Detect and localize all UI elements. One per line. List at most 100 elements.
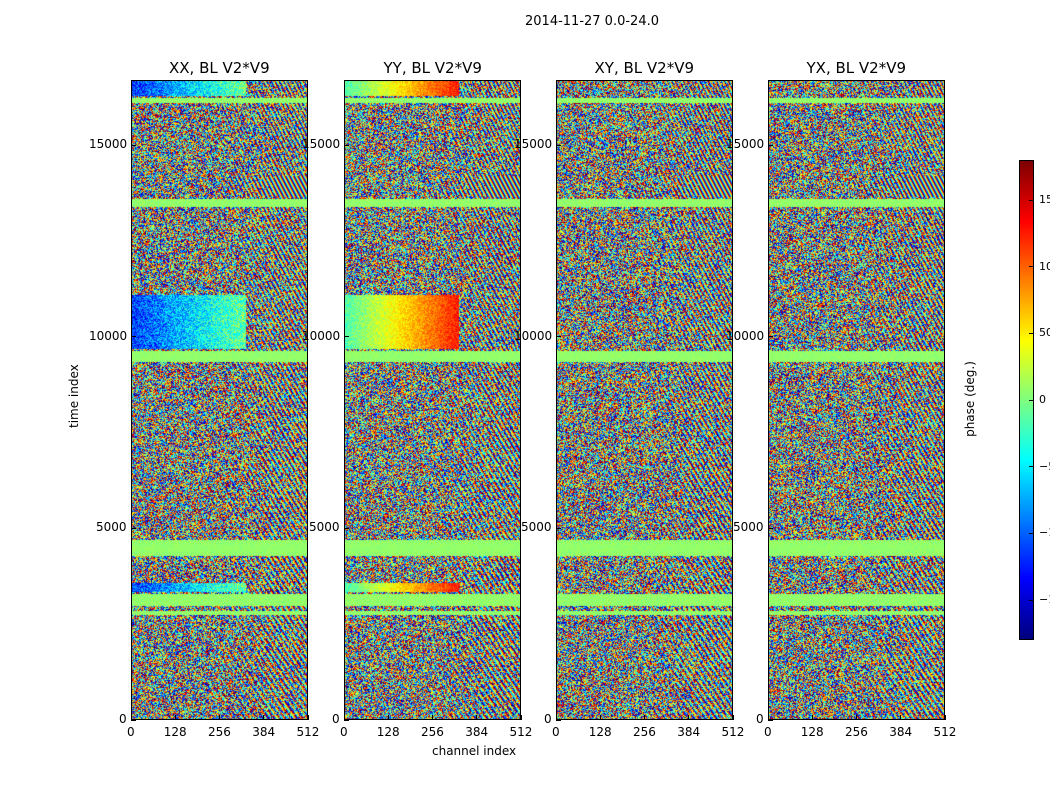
x-tick-label: 128 bbox=[163, 725, 187, 739]
heatmap-xx bbox=[131, 80, 308, 720]
x-tick-mark bbox=[219, 715, 220, 720]
x-tick-label: 128 bbox=[588, 725, 612, 739]
colorbar-tick-mark bbox=[1029, 599, 1034, 601]
y-tick-mark bbox=[556, 336, 561, 338]
colorbar-tick-mark bbox=[1029, 332, 1034, 334]
x-tick-label: 512 bbox=[296, 725, 320, 739]
y-tick-mark bbox=[556, 527, 561, 529]
y-tick-label: 10000 bbox=[514, 328, 553, 343]
y-tick-label: 15000 bbox=[89, 137, 128, 152]
y-tick-mark bbox=[768, 336, 773, 338]
x-tick-mark bbox=[688, 715, 690, 720]
y-tick-mark bbox=[131, 719, 136, 721]
x-tick-mark bbox=[130, 715, 132, 720]
colorbar-tick-mark bbox=[1029, 399, 1034, 401]
panel-frame-xx bbox=[131, 80, 308, 720]
x-tick-mark bbox=[644, 715, 645, 720]
x-tick-mark bbox=[856, 715, 857, 720]
y-tick-label: 5000 bbox=[733, 520, 764, 535]
colorbar-tick-mark bbox=[1029, 466, 1034, 468]
y-tick-label: 10000 bbox=[726, 328, 765, 343]
colorbar-tick-label: 50 bbox=[1039, 326, 1050, 340]
y-tick-mark bbox=[768, 144, 773, 146]
x-tick-label: 384 bbox=[252, 725, 276, 739]
y-tick-label: 10000 bbox=[302, 328, 341, 343]
x-tick-mark bbox=[520, 715, 522, 720]
heatmap-xy bbox=[556, 80, 733, 720]
heatmap-yy bbox=[344, 80, 521, 720]
y-tick-label: 0 bbox=[119, 712, 127, 726]
colorbar-tick-mark bbox=[1029, 199, 1034, 201]
x-tick-label: 0 bbox=[552, 725, 560, 739]
y-tick-label: 15000 bbox=[514, 137, 553, 152]
x-tick-mark bbox=[387, 715, 389, 720]
x-tick-mark bbox=[555, 715, 557, 720]
y-tick-label: 15000 bbox=[726, 137, 765, 152]
x-tick-label: 512 bbox=[721, 725, 745, 739]
panel-title-xy: XY, BL V2*V9 bbox=[594, 59, 695, 77]
y-tick-mark bbox=[131, 336, 136, 338]
x-tick-mark bbox=[263, 715, 265, 720]
x-tick-label: 384 bbox=[677, 725, 701, 739]
y-tick-mark bbox=[556, 144, 561, 146]
colorbar-tick-mark bbox=[1029, 266, 1034, 268]
y-axis-label: time index bbox=[67, 364, 81, 428]
x-tick-label: 0 bbox=[764, 725, 772, 739]
y-tick-mark bbox=[768, 719, 773, 721]
x-tick-label: 0 bbox=[127, 725, 135, 739]
x-tick-label: 256 bbox=[421, 725, 444, 739]
y-tick-label: 5000 bbox=[309, 520, 340, 535]
x-tick-label: 128 bbox=[376, 725, 400, 739]
x-axis-label: channel index bbox=[432, 744, 517, 758]
colorbar-tick-label: −150 bbox=[1039, 593, 1050, 606]
x-tick-mark bbox=[343, 715, 345, 720]
y-tick-mark bbox=[344, 719, 349, 721]
y-tick-mark bbox=[344, 527, 349, 529]
x-tick-mark bbox=[811, 715, 813, 720]
x-tick-mark bbox=[174, 715, 176, 720]
x-tick-mark bbox=[432, 715, 433, 720]
panel-frame-xy bbox=[556, 80, 733, 720]
x-tick-mark bbox=[476, 715, 478, 720]
x-tick-label: 384 bbox=[465, 725, 489, 739]
y-tick-mark bbox=[344, 336, 349, 338]
x-tick-mark bbox=[599, 715, 601, 720]
y-tick-mark bbox=[344, 144, 349, 146]
x-tick-mark bbox=[944, 715, 946, 720]
heatmap-yx bbox=[768, 80, 945, 720]
y-tick-label: 0 bbox=[544, 712, 552, 726]
x-tick-label: 256 bbox=[633, 725, 656, 739]
x-tick-mark bbox=[767, 715, 769, 720]
panel-title-yy: YY, BL V2*V9 bbox=[383, 59, 482, 77]
colorbar-tick-label: 100 bbox=[1039, 259, 1050, 273]
y-tick-label: 0 bbox=[332, 712, 340, 726]
panel-frame-yx bbox=[768, 80, 945, 720]
y-tick-mark bbox=[556, 719, 561, 721]
y-tick-label: 10000 bbox=[89, 328, 128, 343]
y-tick-mark bbox=[131, 144, 136, 146]
x-tick-label: 256 bbox=[208, 725, 231, 739]
x-tick-label: 128 bbox=[800, 725, 824, 739]
colorbar-tick-label: 150 bbox=[1039, 193, 1050, 206]
y-tick-mark bbox=[768, 527, 773, 529]
x-tick-label: 256 bbox=[845, 725, 868, 739]
colorbar-tick-label: −50 bbox=[1039, 459, 1050, 473]
panel-title-xx: XX, BL V2*V9 bbox=[169, 59, 270, 77]
figure-title: 2014-11-27 0.0-24.0 bbox=[525, 14, 659, 29]
x-tick-label: 512 bbox=[509, 725, 533, 739]
panel-title-yx: YX, BL V2*V9 bbox=[806, 59, 907, 77]
y-tick-mark bbox=[131, 527, 136, 529]
x-tick-mark bbox=[732, 715, 734, 720]
colorbar-tick-mark bbox=[1029, 532, 1034, 534]
y-tick-label: 0 bbox=[756, 712, 764, 726]
x-tick-label: 0 bbox=[340, 725, 348, 739]
colorbar-label: phase (deg.) bbox=[963, 361, 977, 437]
y-tick-label: 5000 bbox=[521, 520, 552, 535]
colorbar-tick-label: −100 bbox=[1039, 526, 1050, 540]
x-tick-label: 512 bbox=[933, 725, 957, 739]
y-tick-label: 15000 bbox=[302, 137, 341, 152]
x-tick-mark bbox=[900, 715, 902, 720]
colorbar-tick-label: 0 bbox=[1039, 393, 1046, 406]
panel-frame-yy bbox=[344, 80, 521, 720]
